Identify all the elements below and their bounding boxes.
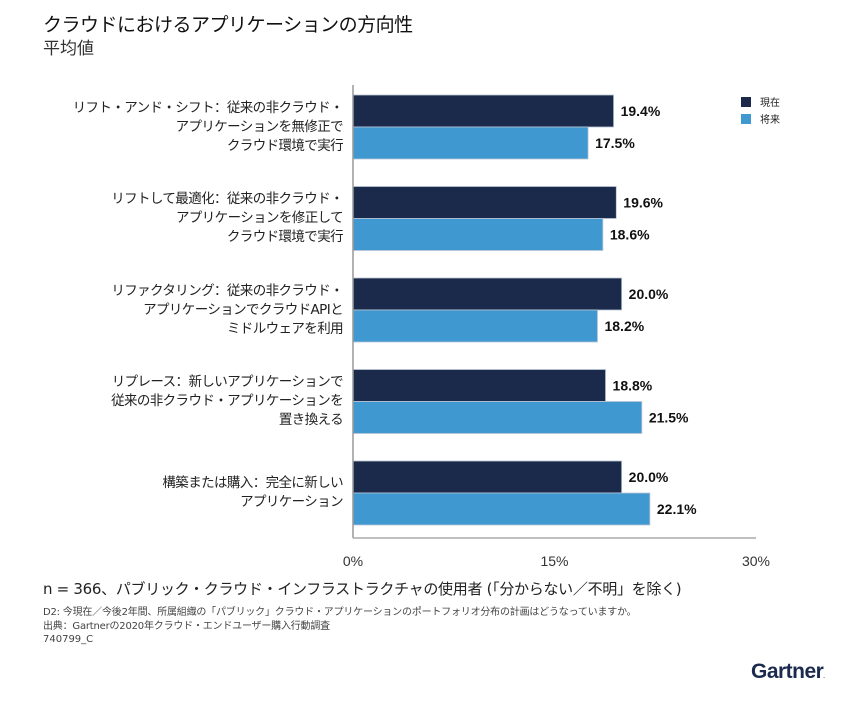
value-labels-group: 19.4% 17.5% 19.6% 18.6% 20.0% 18.2% 18.8% 21.5%…	[595, 103, 697, 517]
bar-current	[352, 277, 623, 311]
x-tick-labels-group: 0% 15% 30%	[343, 553, 770, 569]
source-note: 出典：Gartnerの2020年クラウド・エンドユーザー購入行動調査	[43, 621, 330, 632]
value-label: 18.8%	[613, 378, 653, 394]
legend-label-future: 将来	[760, 115, 780, 126]
bar-current	[352, 460, 623, 494]
category-label: リフトして最適化：従来の非クラウド・ アプリケーションを修正して クラウド環境で…	[111, 191, 343, 245]
sample-note: n = 366、パブリック・クラウド・インフラストラクチャの使用者 (「分からな…	[43, 580, 682, 598]
value-label: 19.4%	[621, 103, 661, 119]
value-label: 19.6%	[623, 195, 663, 211]
legend-item-future: 将来	[741, 110, 780, 127]
chart-title: クラウドにおけるアプリケーションの方向性	[43, 14, 413, 36]
x-tick-label: 30%	[742, 553, 770, 569]
bar-future	[352, 401, 643, 434]
x-tick-label: 15%	[540, 553, 568, 569]
bar-current	[352, 369, 606, 402]
bar-current	[352, 186, 617, 219]
bar-future	[352, 492, 651, 526]
category-label: リファクタリング：従来の非クラウド・ アプリケーションでクラウドAPIと ミドル…	[111, 282, 343, 337]
value-label: 18.2%	[604, 318, 644, 334]
value-label: 21.5%	[649, 410, 689, 426]
logo-text: Gartner	[751, 660, 824, 683]
legend-item-current: 現在	[741, 93, 780, 110]
x-tick-label: 0%	[343, 553, 363, 569]
gartner-logo: Gartner.	[751, 660, 825, 684]
bar-future	[352, 309, 598, 343]
document-id: 740799_C	[43, 634, 94, 645]
survey-question: D2: 今現在／今後2年間、所属組織の「パブリック」クラウド・アプリケーションの…	[43, 607, 637, 618]
chart-subtitle: 平均値	[43, 39, 94, 59]
bar-current	[352, 94, 615, 128]
bar-future	[352, 126, 589, 160]
legend: 現在 将来	[741, 93, 780, 127]
value-label: 18.6%	[610, 227, 650, 243]
category-label: 構築または購入：完全に新しい アプリケーション	[162, 475, 343, 510]
legend-swatch-current	[741, 96, 751, 107]
bars-group	[352, 94, 651, 526]
category-label: リフト・アンド・シフト：従来の非クラウド・ アプリケーションを無修正で クラウド…	[72, 99, 344, 154]
value-label: 20.0%	[629, 286, 669, 302]
value-label: 20.0%	[629, 469, 669, 485]
logo-mark: .	[823, 674, 825, 680]
category-label: リプレース：新しいアプリケーションで 従来の非クラウド・アプリケーションを 置き…	[111, 374, 344, 428]
bar-future	[352, 218, 604, 251]
legend-label-current: 現在	[760, 98, 780, 109]
value-label: 22.1%	[657, 501, 697, 517]
legend-swatch-future	[741, 113, 751, 124]
value-label: 17.5%	[595, 135, 635, 151]
